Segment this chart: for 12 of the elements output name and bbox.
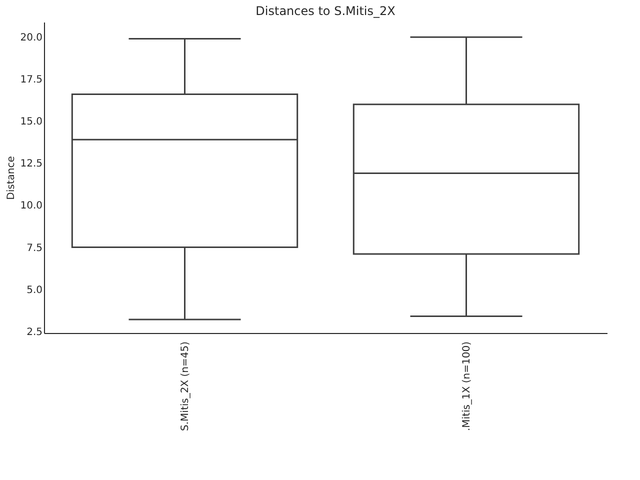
x-tick-label: .Mitis_1X (n=100) bbox=[461, 341, 472, 431]
chart-title: Distances to S.Mitis_2X bbox=[256, 4, 396, 18]
y-tick-label: 15.0 bbox=[20, 116, 42, 128]
y-tick-label: 10.0 bbox=[20, 200, 42, 212]
y-axis-title: Distance bbox=[6, 156, 18, 200]
x-tick-label: S.Mitis_2X (n=45) bbox=[180, 341, 191, 431]
y-tick-label: 17.5 bbox=[20, 74, 42, 86]
y-tick-label: 2.5 bbox=[26, 326, 42, 338]
y-tick-label: 12.5 bbox=[20, 158, 42, 170]
y-tick-label: 5.0 bbox=[26, 284, 42, 296]
y-tick-label: 7.5 bbox=[26, 242, 42, 254]
y-tick-label: 20.0 bbox=[20, 32, 42, 44]
